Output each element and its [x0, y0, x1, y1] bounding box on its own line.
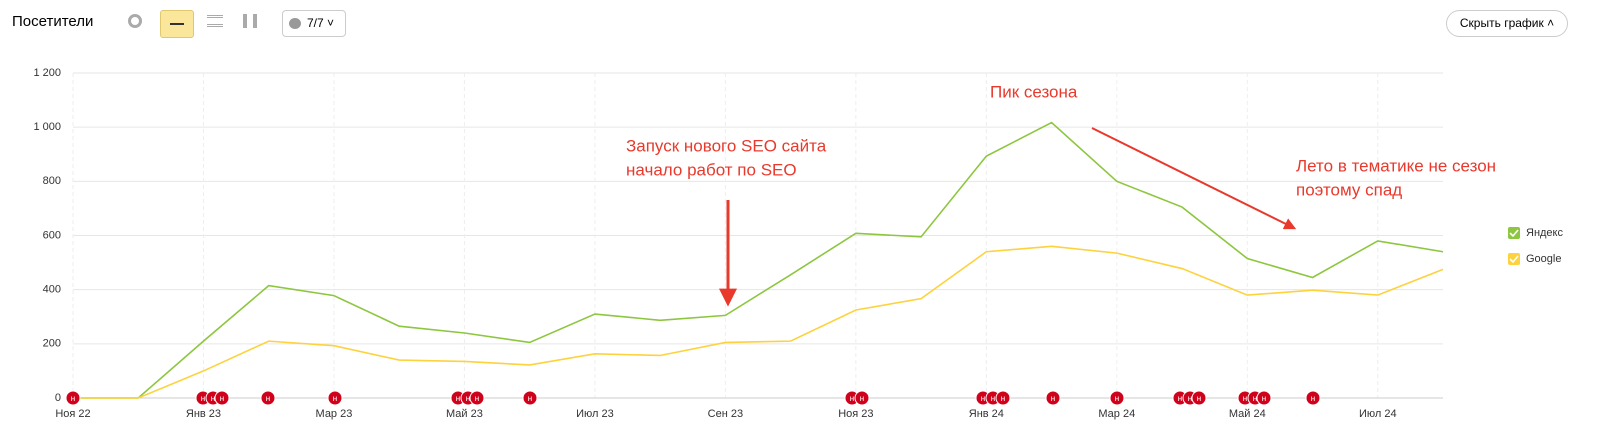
- y-tick-label: 1 200: [33, 67, 61, 79]
- chart-type-bar[interactable]: [243, 14, 257, 28]
- event-label: н: [1262, 394, 1266, 403]
- event-label: н: [333, 394, 337, 403]
- header: Посетители 7/7 ˅ Скрыть график ˄: [0, 0, 1600, 46]
- x-tick-label: Мар 24: [1098, 408, 1135, 420]
- annotation: Лето в тематике не сезон: [1296, 156, 1496, 175]
- event-marker: [327, 390, 343, 406]
- event-marker: [1045, 390, 1061, 406]
- x-tick-label: Янв 23: [186, 408, 221, 420]
- y-tick-label: 600: [43, 229, 61, 241]
- event-marker: [1305, 390, 1321, 406]
- series-line: [73, 245, 1444, 399]
- x-tick-label: Мар 23: [316, 408, 353, 420]
- x-tick-label: Сен 23: [708, 408, 743, 420]
- x-tick-label: Янв 24: [969, 408, 1004, 420]
- event-label: н: [71, 394, 75, 403]
- x-tick-label: Май 23: [446, 408, 483, 420]
- filter-label: 7/7: [307, 16, 324, 30]
- legend-label: Яндекс: [1526, 227, 1563, 239]
- x-tick-label: Ноя 23: [838, 408, 873, 420]
- chart-type-line[interactable]: [160, 10, 194, 38]
- grid: [72, 72, 1443, 399]
- event-marker: [1191, 390, 1207, 406]
- event-label: н: [220, 394, 224, 403]
- event-marker: [469, 390, 485, 406]
- chart-type-area[interactable]: [207, 15, 223, 27]
- chart-type-pie[interactable]: [128, 14, 142, 28]
- annotation: начало работ по SEO: [626, 160, 797, 179]
- event-label: н: [850, 394, 854, 403]
- event-label: н: [1188, 394, 1192, 403]
- legend-check: [1509, 229, 1519, 238]
- annotation: Пик сезона: [990, 82, 1078, 101]
- title: Посетители: [12, 13, 94, 30]
- event-label: н: [1051, 394, 1055, 403]
- x-tick-label: Май 24: [1229, 408, 1266, 420]
- event-label: н: [1115, 394, 1119, 403]
- event-marker: [854, 390, 870, 406]
- event-marker: [65, 390, 81, 406]
- event-label: н: [201, 394, 205, 403]
- event-label: н: [466, 394, 470, 403]
- y-tick-label: 1 000: [33, 121, 61, 133]
- event-label: н: [1001, 394, 1005, 403]
- series-line: [73, 121, 1444, 399]
- x-tick-label: Июл 23: [576, 408, 614, 420]
- x-tick-label: Ноя 22: [55, 408, 90, 420]
- legend-check: [1509, 255, 1519, 264]
- event-label: н: [1178, 394, 1182, 403]
- event-marker: [1109, 390, 1125, 406]
- event-label: н: [1311, 394, 1315, 403]
- event-marker: [260, 390, 276, 406]
- event-label: н: [456, 394, 460, 403]
- x-tick-label: Июл 24: [1359, 408, 1397, 420]
- event-label: н: [211, 394, 215, 403]
- event-label: н: [1253, 394, 1257, 403]
- event-marker: [1256, 390, 1272, 406]
- event-label: н: [1197, 394, 1201, 403]
- hide-chart-button[interactable]: Скрыть график ˄: [1446, 10, 1568, 37]
- event-marker: [214, 390, 230, 406]
- event-label: н: [266, 394, 270, 403]
- event-label: н: [528, 394, 532, 403]
- hide-chart-label: Скрыть график: [1459, 16, 1544, 30]
- y-tick-label: 0: [55, 392, 61, 404]
- event-label: н: [991, 394, 995, 403]
- y-tick-label: 400: [43, 284, 61, 296]
- y-tick-label: 200: [43, 338, 61, 350]
- legend-label: Google: [1526, 253, 1561, 265]
- legend-swatch: [1508, 253, 1520, 265]
- event-marker: [522, 390, 538, 406]
- y-tick-label: 800: [43, 175, 61, 187]
- annotation: поэтому спад: [1296, 180, 1402, 199]
- event-label: н: [475, 394, 479, 403]
- lines: [73, 121, 1444, 399]
- event-label: н: [981, 394, 985, 403]
- event-label: н: [860, 394, 864, 403]
- legend-swatch: [1508, 227, 1520, 239]
- arrow: [1091, 127, 1297, 230]
- filter-button[interactable]: 7/7 ˅: [282, 10, 346, 37]
- annotation: Запуск нового SEO сайта: [626, 136, 827, 155]
- event-label: н: [1243, 394, 1247, 403]
- event-marker: [995, 390, 1011, 406]
